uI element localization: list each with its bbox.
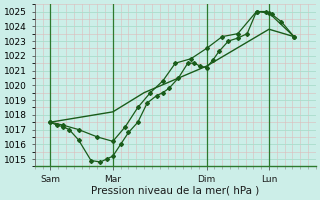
X-axis label: Pression niveau de la mer( hPa ): Pression niveau de la mer( hPa ) <box>91 186 260 196</box>
